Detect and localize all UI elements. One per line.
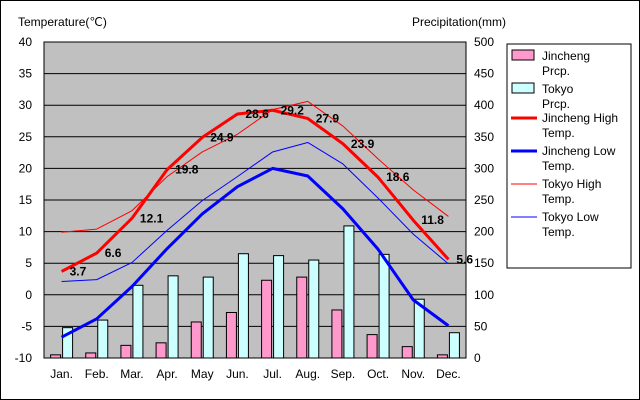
temperature-lines (60, 100, 450, 339)
right-tick-label: 350 (474, 130, 494, 144)
x-tick-label: Jul. (263, 367, 282, 381)
legend-swatch (511, 82, 535, 94)
data-label: 23.9 (351, 137, 375, 151)
left-tick-label: 15 (19, 193, 33, 207)
x-tick-label: Dec. (436, 367, 461, 381)
precip-bar (261, 279, 273, 359)
left-axis-title: Temperature(℃) (18, 15, 107, 29)
legend-label: Jincheng Low Temp. (542, 144, 616, 173)
data-label: 18.6 (386, 170, 410, 184)
precip-bar (273, 255, 285, 359)
left-tick-label: 5 (25, 256, 32, 270)
left-tick-label: 25 (19, 130, 33, 144)
data-label: 3.7 (70, 264, 87, 278)
data-label: 29.2 (281, 103, 305, 117)
precip-bar (85, 352, 97, 359)
data-label: 28.6 (245, 107, 269, 121)
precip-bar (120, 344, 132, 359)
right-tick-label: 400 (474, 98, 494, 112)
x-tick-label: Jun. (226, 367, 249, 381)
precip-bar (343, 225, 355, 359)
precip-bar (190, 321, 202, 359)
left-tick-label: 20 (19, 161, 33, 175)
right-tick-label: 200 (474, 225, 494, 239)
precip-bar (308, 259, 320, 359)
right-tick-label: 150 (474, 256, 494, 270)
legend-label: Tokyo Low Temp. (542, 210, 599, 239)
precip-bar (366, 334, 378, 359)
precip-bar (225, 311, 237, 359)
left-tick-label: 40 (19, 35, 33, 49)
x-axis-ticks: Jan. Feb. Mar. Apr. May Jun. Jul. Aug. Sep. Oct. N… (50, 367, 461, 381)
legend-label: Jincheng Prcp. (542, 49, 590, 78)
left-tick-label: 30 (19, 98, 33, 112)
data-label: 12.1 (140, 211, 164, 225)
left-tick-label: 35 (19, 67, 33, 81)
temp-line (61, 100, 449, 233)
right-tick-label: 450 (474, 67, 494, 81)
legend-swatch (511, 49, 535, 61)
precip-bar (331, 309, 343, 359)
legend-box (506, 43, 632, 269)
right-tick-label: 300 (474, 161, 494, 175)
precip-bar (436, 354, 448, 359)
right-tick-label: 250 (474, 193, 494, 207)
data-label: 11.8 (421, 213, 444, 227)
right-tick-label: 50 (474, 319, 488, 333)
precipitation-bars (50, 225, 460, 359)
x-tick-label: Apr. (156, 367, 177, 381)
left-tick-label: -10 (15, 351, 33, 365)
right-tick-label: 500 (474, 35, 494, 49)
temp-line (60, 108, 450, 273)
x-tick-label: Jan. (50, 367, 73, 381)
x-tick-label: Mar. (120, 367, 143, 381)
left-tick-label: -5 (21, 319, 32, 333)
legend: Jincheng Prcp. Tokyo Prcp.Jincheng High Temp… (506, 43, 632, 269)
precip-bar (296, 276, 308, 359)
precip-bar (413, 298, 425, 359)
x-tick-label: Feb. (85, 367, 109, 381)
data-label: 19.8 (175, 163, 199, 177)
precip-bar (97, 319, 109, 359)
legend-label: Tokyo Prcp. (542, 82, 574, 111)
data-label: 5.6 (456, 252, 473, 266)
legend-label: Tokyo High Temp. (542, 177, 601, 206)
left-tick-label: 10 (19, 225, 33, 239)
x-tick-label: Aug. (295, 367, 320, 381)
x-tick-label: Nov. (401, 367, 425, 381)
temp-line (61, 141, 449, 283)
right-axis-ticks: 0 50 100 150 200 250 300 350 400 450 500 (474, 35, 494, 365)
right-axis-title: Precipitation(mm) (412, 15, 506, 29)
precip-bar (132, 284, 144, 359)
data-label: 24.9 (210, 130, 234, 144)
precip-bar (155, 342, 167, 359)
x-tick-label: May (191, 367, 214, 381)
precip-bar (237, 253, 249, 359)
left-axis-ticks: -10 -5 0 5 10 15 20 25 30 35 40 (15, 35, 33, 365)
right-tick-label: 100 (474, 288, 494, 302)
data-labels: 3.7 6.6 12.1 19.8 24.9 28.6 29.2 27.9 23.9 18.6 11… (70, 103, 474, 278)
precip-bar (50, 354, 62, 359)
x-tick-label: Oct. (367, 367, 389, 381)
right-tick-label: 0 (474, 351, 481, 365)
legend-label: Jincheng High Temp. (542, 111, 618, 140)
x-tick-label: Sep. (331, 367, 356, 381)
precip-bar (401, 346, 413, 359)
precip-bar (378, 253, 390, 359)
data-label: 6.6 (105, 246, 122, 260)
data-label: 27.9 (316, 111, 340, 125)
left-tick-label: 0 (25, 288, 32, 302)
precip-bar (202, 276, 214, 359)
precip-bar (62, 327, 74, 359)
precip-bar (448, 332, 460, 359)
precip-bar (167, 275, 179, 359)
temp-line (60, 166, 450, 339)
